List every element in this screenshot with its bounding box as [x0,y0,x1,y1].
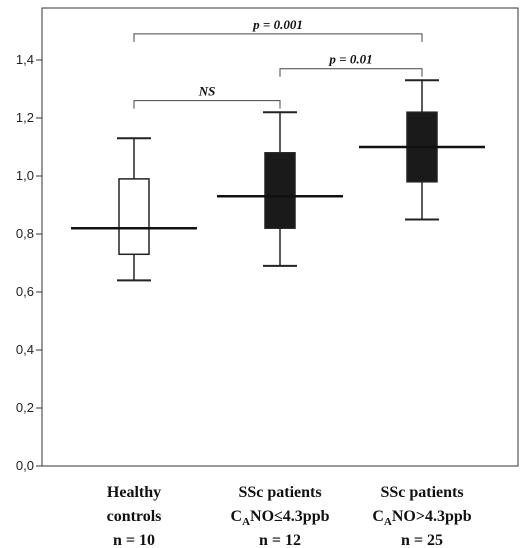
iqr-box [264,152,296,229]
category-label-line: n = 10 [113,532,155,548]
significance-label: NS [198,84,216,99]
category-label-line: CANO≤4.3ppb [231,508,330,528]
category-label-line: n = 12 [259,532,301,548]
category-label-line: n = 25 [401,532,443,548]
y-tick-label: 1,4 [16,52,34,67]
category-label-line: SSc patients [238,484,321,501]
significance-label: p = 0.001 [252,17,303,32]
y-tick-label: 0,8 [16,226,34,241]
significance-bracket [279,68,423,77]
significance-label: p = 0.01 [328,52,372,67]
significance-bracket [133,33,423,42]
y-axis: 0,0 0,2 0,4 0,6 0,8 1,0 1,2 1,4 [16,52,42,473]
iqr-box [118,178,150,256]
box-group [71,79,485,282]
y-tick-label: 0,4 [16,342,34,357]
x-axis-labels: Healthy controls n = 10 SSc patients CANO≤4.… [107,484,472,548]
category-label-line: CANO>4.3ppb [372,508,471,528]
y-tick-label: 0,0 [16,458,34,473]
y-tick-label: 0,6 [16,284,34,299]
y-tick-label: 0,2 [16,400,34,415]
y-tick-label: 1,2 [16,110,34,125]
category-label-line: SSc patients [380,484,463,501]
y-tick-label: 1,0 [16,168,34,183]
significance-bracket [133,100,281,109]
plot-frame [41,7,519,467]
significance-brackets: NS p = 0.01 p = 0.001 [133,17,423,109]
category-label-line: Healthy [107,484,161,501]
category-label-line: controls [107,508,162,525]
